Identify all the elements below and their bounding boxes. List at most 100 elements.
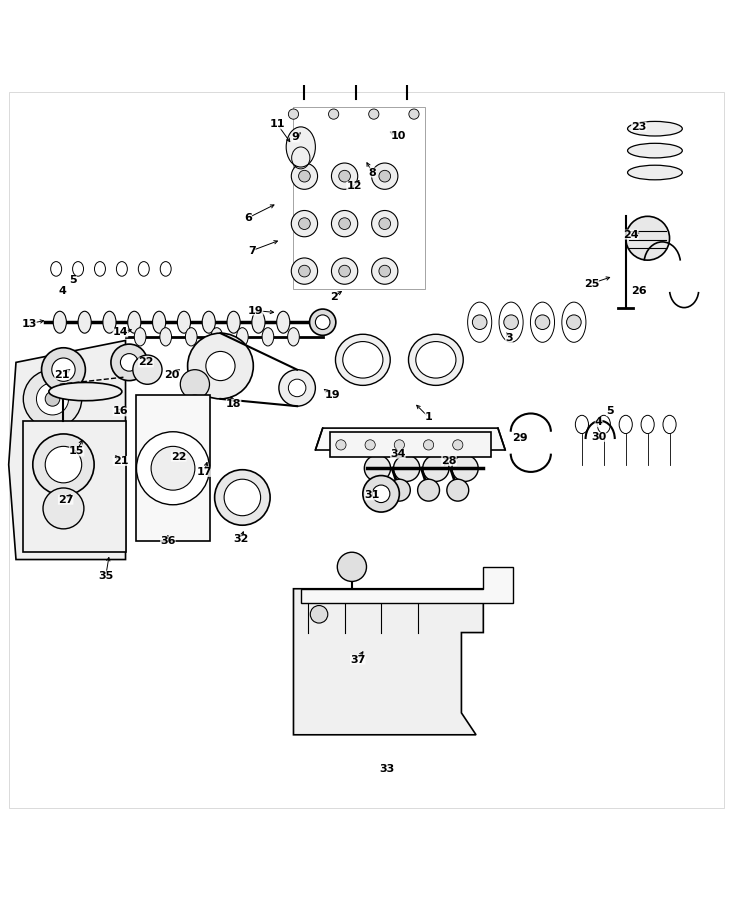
Circle shape (45, 446, 81, 483)
Circle shape (424, 440, 434, 450)
Circle shape (337, 553, 366, 581)
Ellipse shape (276, 311, 290, 333)
Text: 12: 12 (346, 182, 362, 192)
Text: 28: 28 (441, 456, 457, 466)
Bar (45, 249, 191, 290)
Bar (210, 454, 275, 541)
Circle shape (418, 479, 440, 501)
Circle shape (372, 485, 390, 502)
Text: 25: 25 (583, 278, 599, 289)
Text: 1: 1 (424, 412, 432, 422)
Text: 34: 34 (390, 449, 405, 459)
FancyArrowPatch shape (251, 205, 274, 217)
Ellipse shape (103, 311, 116, 333)
Circle shape (136, 432, 210, 505)
FancyArrowPatch shape (147, 359, 150, 363)
FancyArrowPatch shape (32, 320, 43, 323)
FancyArrowPatch shape (367, 163, 371, 170)
Circle shape (331, 211, 358, 237)
Circle shape (364, 455, 391, 482)
Bar (275, 114, 326, 184)
FancyArrowPatch shape (391, 132, 395, 135)
Ellipse shape (627, 143, 682, 157)
Circle shape (298, 170, 310, 182)
Circle shape (62, 434, 108, 481)
Circle shape (120, 354, 138, 371)
Circle shape (111, 344, 147, 381)
Circle shape (472, 315, 487, 329)
Text: 37: 37 (350, 654, 366, 664)
Circle shape (626, 216, 669, 260)
Ellipse shape (202, 311, 216, 333)
FancyArrowPatch shape (231, 397, 234, 401)
Circle shape (23, 370, 81, 428)
Circle shape (151, 446, 195, 490)
Circle shape (394, 440, 405, 450)
Circle shape (42, 347, 85, 392)
Text: 4: 4 (58, 286, 66, 296)
Circle shape (288, 109, 298, 119)
Bar (571, 399, 699, 472)
Circle shape (188, 333, 254, 399)
Circle shape (37, 382, 69, 415)
Text: 5: 5 (69, 274, 77, 285)
Circle shape (372, 163, 398, 189)
Circle shape (328, 109, 339, 119)
Ellipse shape (336, 334, 390, 385)
Circle shape (339, 218, 350, 230)
Circle shape (315, 315, 330, 329)
Text: 17: 17 (196, 467, 212, 477)
Polygon shape (315, 428, 505, 450)
Circle shape (309, 309, 336, 336)
FancyArrowPatch shape (258, 310, 273, 314)
Ellipse shape (185, 328, 197, 346)
Circle shape (288, 379, 306, 397)
Circle shape (339, 170, 350, 182)
Circle shape (388, 479, 410, 501)
Text: 36: 36 (160, 536, 176, 546)
Circle shape (339, 266, 350, 277)
Bar (323, 304, 498, 428)
FancyArrowPatch shape (117, 410, 120, 412)
Circle shape (206, 351, 235, 381)
Circle shape (409, 109, 419, 119)
FancyArrowPatch shape (78, 440, 82, 449)
Text: 3: 3 (505, 333, 512, 343)
Text: 31: 31 (364, 491, 380, 500)
Text: 5: 5 (606, 406, 614, 417)
Bar (279, 95, 440, 304)
Circle shape (535, 315, 550, 329)
Text: 24: 24 (623, 230, 638, 239)
Circle shape (504, 315, 518, 329)
Text: 14: 14 (113, 328, 128, 338)
Circle shape (298, 218, 310, 230)
Circle shape (379, 266, 391, 277)
FancyArrowPatch shape (166, 536, 169, 539)
Ellipse shape (627, 122, 682, 136)
Circle shape (215, 470, 270, 526)
Ellipse shape (416, 342, 456, 378)
Circle shape (394, 455, 420, 482)
Ellipse shape (262, 328, 273, 346)
Circle shape (379, 218, 391, 230)
Text: 35: 35 (98, 571, 114, 580)
Circle shape (224, 479, 261, 516)
Text: 27: 27 (58, 495, 73, 505)
Text: 22: 22 (171, 452, 187, 462)
Ellipse shape (237, 328, 248, 346)
Ellipse shape (128, 311, 141, 333)
Polygon shape (293, 589, 483, 734)
FancyArrowPatch shape (324, 390, 330, 393)
FancyArrowPatch shape (522, 436, 526, 439)
Text: 16: 16 (113, 406, 128, 417)
Circle shape (372, 211, 398, 237)
Text: 7: 7 (248, 246, 256, 256)
FancyArrowPatch shape (599, 436, 603, 438)
Circle shape (423, 455, 449, 482)
FancyArrowPatch shape (106, 557, 110, 573)
Circle shape (331, 258, 358, 284)
Circle shape (365, 440, 375, 450)
FancyArrowPatch shape (279, 127, 290, 141)
Ellipse shape (227, 311, 240, 333)
Text: 22: 22 (139, 357, 154, 367)
